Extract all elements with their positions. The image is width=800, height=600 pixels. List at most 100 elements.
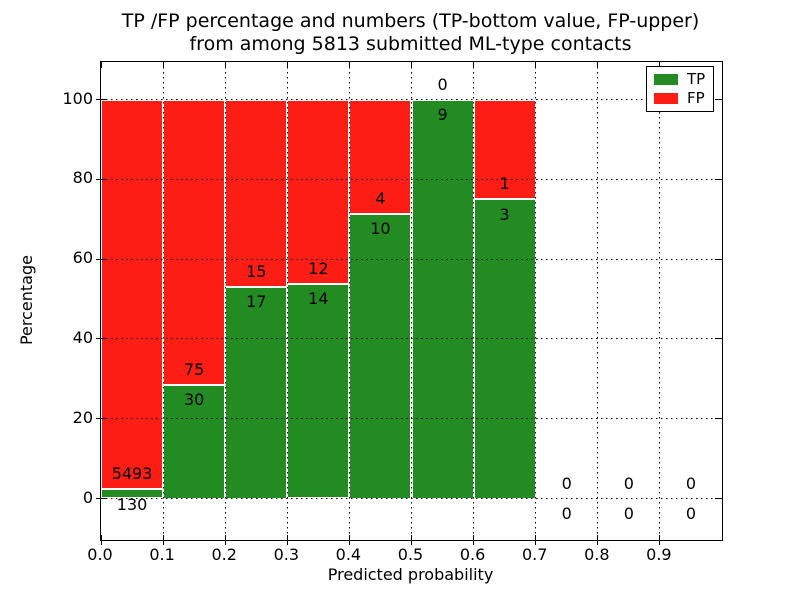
fp-count-label-0.0-0.1: 5493 — [111, 464, 153, 484]
x-tick-top-0.5 — [411, 62, 412, 68]
y-tick-left-60 — [96, 258, 106, 260]
x-tick-bottom-0.3 — [286, 535, 288, 545]
fp-count-label-0.2-0.3: 15 — [246, 261, 267, 281]
v-gridline-0.7 — [535, 62, 537, 540]
x-tick-label-0.3: 0.3 — [273, 545, 300, 564]
tp-count-label-0.9-1.0: 0 — [685, 504, 697, 523]
x-tick-top-0.6 — [473, 62, 475, 68]
x-tick-bottom-0.1 — [162, 535, 164, 545]
y-tick-label-100: 100 — [62, 88, 93, 108]
y-tick-right-40 — [715, 338, 722, 340]
tp-count-label-0.4-0.5: 10 — [370, 219, 391, 238]
x-tick-top-0.3 — [286, 62, 288, 68]
y-tick-label-0: 0 — [82, 487, 93, 507]
x-tick-bottom-0.4 — [348, 535, 350, 545]
tp-count-label-0.1-0.2: 30 — [183, 390, 205, 409]
tp-count-label-0.0-0.1: 130 — [116, 494, 148, 514]
x-tick-top-0.4 — [348, 62, 350, 68]
legend-entry-fp: FP — [654, 91, 706, 106]
x-tick-top-0.9 — [659, 62, 661, 68]
x-tick-bottom-0.8 — [597, 535, 599, 545]
tp-count-label-0.3-0.4: 14 — [308, 289, 329, 309]
bar-fp-0.1-0.2 — [163, 99, 226, 385]
x-tick-label-0.9: 0.9 — [646, 545, 672, 564]
bar-tp-0.1-0.2 — [163, 384, 226, 499]
y-tick-left-20 — [96, 418, 106, 420]
tp-count-label-0.6-0.7: 3 — [499, 204, 510, 224]
x-tick-label-0.6: 0.6 — [459, 545, 486, 564]
v-gridline-0.9 — [659, 62, 661, 540]
y-tick-right-80 — [715, 178, 722, 180]
v-gridline-0.1 — [162, 62, 164, 540]
bar-tp-0.6-0.7 — [473, 199, 536, 499]
y-tick-right-60 — [715, 258, 722, 260]
x-tick-top-0.7 — [535, 62, 537, 68]
x-tick-label-0.1: 0.1 — [149, 545, 175, 564]
bar-tp-0.0-0.1 — [101, 489, 164, 499]
legend-entry-tp: TP — [654, 72, 706, 87]
v-gridline-0.5 — [411, 62, 412, 540]
fp-count-label-0.1-0.2: 75 — [183, 359, 205, 379]
y-tick-left-0 — [96, 498, 106, 499]
y-tick-right-100 — [715, 99, 722, 100]
bar-fp-0.4-0.5 — [349, 99, 412, 214]
v-gridline-0.2 — [224, 62, 226, 540]
x-axis-label: Predicted probability — [327, 565, 494, 584]
fp-count-label-0.4-0.5: 4 — [375, 188, 386, 208]
legend-label-tp: TP — [687, 70, 706, 88]
bar-tp-0.3-0.4 — [287, 283, 350, 499]
y-tick-left-40 — [96, 338, 106, 340]
fp-count-label-0.5-0.6: 0 — [437, 74, 448, 94]
fp-color-swatch — [654, 93, 678, 104]
chart-subtitle: from among 5813 submitted ML-type contac… — [189, 33, 632, 55]
v-gridline-0.8 — [597, 62, 599, 540]
tp-color-swatch — [654, 74, 678, 85]
x-tick-bottom-0.9 — [659, 535, 661, 545]
legend: TP FP — [646, 66, 714, 112]
bar-fp-0.0-0.1 — [101, 99, 164, 490]
x-tick-top-0.0 — [100, 62, 102, 68]
x-tick-top-0.1 — [162, 62, 164, 68]
tp-count-label-0.5-0.6: 9 — [437, 105, 448, 124]
fp-count-label-0.9-1.0: 0 — [685, 473, 697, 493]
x-tick-top-0.2 — [224, 62, 226, 68]
y-axis-label: Percentage — [17, 255, 36, 346]
y-tick-left-100 — [96, 99, 106, 100]
x-tick-bottom-0.7 — [535, 535, 537, 545]
x-tick-bottom-0.2 — [224, 535, 226, 545]
chart-title: TP /FP percentage and numbers (TP-bottom… — [121, 10, 700, 32]
x-tick-bottom-0.5 — [411, 535, 412, 545]
x-tick-label-0.2: 0.2 — [211, 545, 237, 564]
v-gridline-0.4 — [348, 62, 350, 540]
y-tick-label-60: 60 — [72, 248, 93, 268]
bar-fp-0.3-0.4 — [287, 99, 350, 284]
fp-count-label-0.6-0.7: 1 — [499, 174, 510, 194]
x-tick-label-0.7: 0.7 — [521, 545, 548, 564]
fp-count-label-0.3-0.4: 12 — [308, 258, 329, 278]
bar-tp-0.5-0.6 — [411, 99, 474, 499]
tp-count-label-0.2-0.3: 17 — [246, 292, 267, 312]
y-tick-right-20 — [715, 418, 722, 420]
x-tick-top-0.8 — [597, 62, 599, 68]
bar-fp-0.2-0.3 — [225, 99, 288, 287]
bar-tp-0.4-0.5 — [349, 213, 412, 499]
fp-count-label-0.8-0.9: 0 — [623, 473, 634, 493]
tp-count-label-0.8-0.9: 0 — [623, 504, 634, 523]
y-tick-label-80: 80 — [72, 168, 93, 188]
chart-title-block: TP /FP percentage and numbers (TP-bottom… — [100, 10, 721, 56]
bar-tp-0.2-0.3 — [225, 286, 288, 499]
legend-label-fp: FP — [687, 89, 705, 107]
x-tick-bottom-0.6 — [473, 535, 475, 545]
x-tick-label-0.0: 0.0 — [87, 545, 113, 564]
plot-area: 5493 130 75 30 15 17 12 14 4 10 0 9 1 3 0 0 0 0 0 0 — [96, 61, 723, 545]
x-tick-label-0.5: 0.5 — [397, 545, 424, 564]
v-gridline-0.6 — [473, 62, 475, 540]
y-tick-label-20: 20 — [72, 407, 93, 427]
fp-count-label-0.7-0.8: 0 — [561, 473, 572, 493]
y-tick-label-40: 40 — [72, 327, 93, 347]
y-tick-left-80 — [96, 178, 106, 180]
y-tick-right-0 — [715, 498, 722, 499]
x-tick-label-0.8: 0.8 — [584, 545, 610, 564]
x-tick-bottom-0.0 — [100, 535, 102, 545]
